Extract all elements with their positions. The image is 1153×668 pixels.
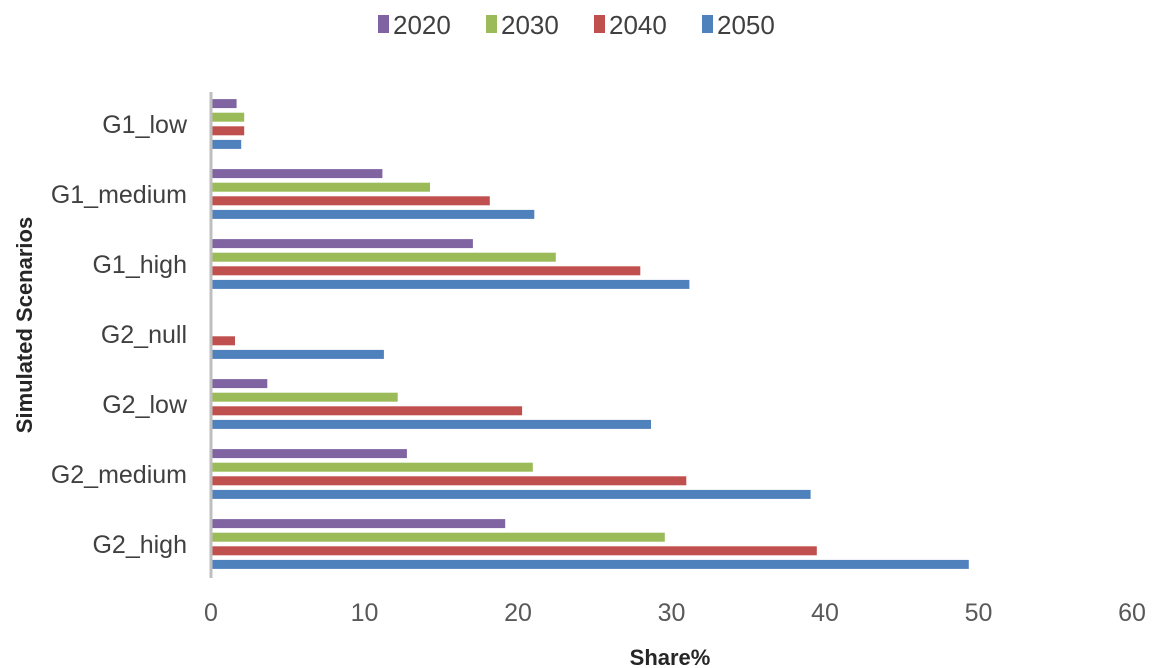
bar-G2_null-2040 (212, 336, 235, 346)
bar-G2_medium-2050 (212, 489, 811, 499)
x-tick-labels: 0 10 20 30 40 50 60 (204, 599, 1146, 627)
y-axis-title: Simulated Scenarios (12, 217, 37, 433)
bar-G1_high-2020 (212, 239, 473, 249)
x-tick-30: 30 (658, 599, 686, 627)
x-tick-40: 40 (811, 599, 839, 627)
category-label-G2_low: G2_low (102, 391, 188, 419)
bar-G2_medium-2040 (212, 476, 687, 486)
bar-G2_medium-2030 (212, 462, 533, 472)
bar-G1_medium-2020 (212, 169, 383, 179)
legend-label-2020: 2020 (393, 10, 451, 40)
bar-G1_low-2020 (212, 99, 237, 109)
bar-G2_low-2040 (212, 406, 523, 416)
bar-G2_high-2030 (212, 532, 665, 542)
bar-G2_low-2030 (212, 392, 398, 402)
x-tick-20: 20 (504, 599, 532, 627)
x-tick-0: 0 (204, 599, 218, 627)
bar-G1_low-2030 (212, 112, 245, 122)
legend-label-2030: 2030 (501, 10, 559, 40)
x-tick-50: 50 (965, 599, 993, 627)
legend-label-2050: 2050 (717, 10, 775, 40)
bar-G2_null-2050 (212, 349, 384, 359)
bar-G1_low-2040 (212, 126, 245, 136)
bar-G2_low-2050 (212, 419, 651, 429)
legend-swatch-2020 (378, 15, 389, 33)
category-label-G2_null: G2_null (101, 321, 187, 349)
category-label-G1_high: G1_high (92, 251, 187, 279)
bar-G2_high-2020 (212, 519, 506, 529)
category-label-G1_medium: G1_medium (51, 181, 187, 209)
legend-swatch-2040 (594, 15, 605, 33)
legend-swatch-2030 (486, 15, 497, 33)
category-label-G2_medium: G2_medium (51, 461, 187, 489)
bar-G2_high-2040 (212, 546, 817, 556)
bar-G2_high-2050 (212, 559, 969, 569)
category-label-G1_low: G1_low (102, 111, 188, 139)
bar-G1_medium-2040 (212, 196, 490, 206)
bar-G1_medium-2050 (212, 209, 535, 219)
bar-area (212, 99, 969, 569)
legend-label-2040: 2040 (609, 10, 667, 40)
bar-G2_low-2020 (212, 379, 268, 389)
bar-G1_low-2050 (212, 139, 242, 149)
bar-G1_high-2030 (212, 252, 556, 262)
bar-G1_high-2050 (212, 279, 690, 289)
legend-swatch-2050 (702, 15, 713, 33)
category-label-G2_high: G2_high (92, 531, 187, 559)
bar-G1_medium-2030 (212, 182, 430, 192)
x-tick-60: 60 (1118, 599, 1146, 627)
bar-G1_high-2040 (212, 266, 641, 276)
bar-G2_medium-2020 (212, 449, 407, 459)
category-labels: G1_low G1_medium G1_high G2_null G2_low G2_me… (51, 111, 188, 559)
x-tick-10: 10 (351, 599, 379, 627)
x-axis-title: Share% (630, 645, 711, 668)
legend: 2020 2030 2040 2050 (378, 10, 775, 40)
